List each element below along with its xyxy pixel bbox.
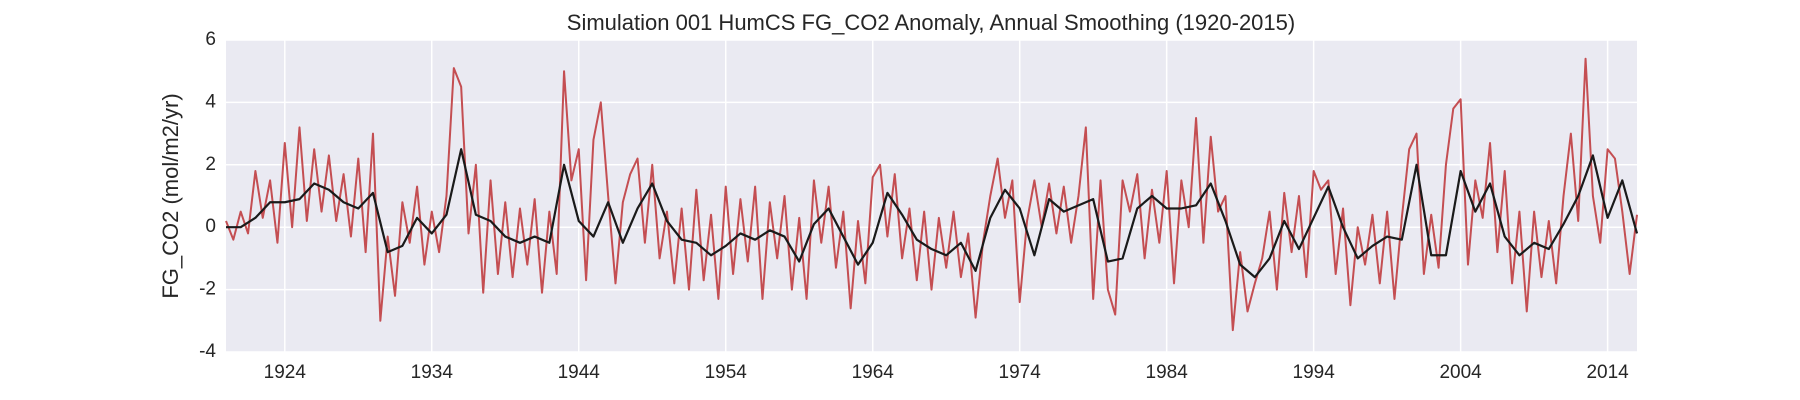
y-tick-label: 0 xyxy=(205,216,216,237)
y-axis-label: FG_CO2 (mol/m2/yr) xyxy=(158,93,183,298)
x-tick-label: 1954 xyxy=(705,362,748,383)
chart-title: Simulation 001 HumCS FG_CO2 Anomaly, Ann… xyxy=(567,10,1295,35)
y-tick-label: 6 xyxy=(205,29,216,50)
x-tick-label: 2014 xyxy=(1586,362,1629,383)
series-line xyxy=(225,57,1638,332)
x-tick-label: 1984 xyxy=(1146,362,1189,383)
x-tick-label: 1934 xyxy=(411,362,454,383)
x-tick-label: 1994 xyxy=(1293,362,1336,383)
x-tick-label: 1974 xyxy=(999,362,1042,383)
y-tick-label: -4 xyxy=(199,341,216,362)
x-tick-label: 1944 xyxy=(558,362,601,383)
series-line xyxy=(226,148,1639,279)
x-tick-label: 1964 xyxy=(852,362,895,383)
plot-background xyxy=(226,40,1637,352)
x-tick-label: 1924 xyxy=(264,362,307,383)
x-tick-label: 2004 xyxy=(1439,362,1482,383)
y-tick-label: 2 xyxy=(205,154,216,175)
y-tick-label: 4 xyxy=(205,91,216,112)
y-tick-label: -2 xyxy=(199,279,216,300)
